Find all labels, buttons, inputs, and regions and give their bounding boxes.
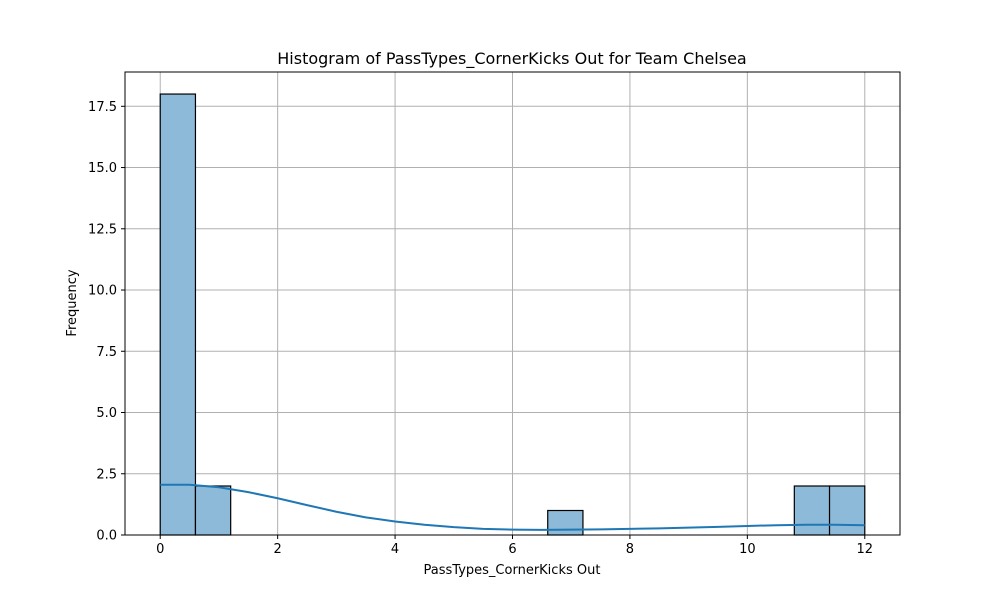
x-tick-label: 6 [508,542,516,557]
y-tick-label: 10.0 [88,284,117,299]
chart-title: Histogram of PassTypes_CornerKicks Out f… [277,49,746,69]
y-tick-label: 0.0 [96,529,117,544]
kde-curve [160,483,865,531]
histogram-bar [547,509,584,536]
histogram-bar [828,485,866,536]
x-axis-label: PassTypes_CornerKicks Out [424,563,601,578]
x-tick-label: 12 [856,542,873,557]
y-axis-label: Frequency [65,269,80,336]
x-tick-label: 0 [156,542,164,557]
y-tick-label: 15.0 [88,161,117,176]
y-tick-label: 2.5 [96,467,117,482]
histogram-bar [793,485,831,536]
y-tick-label: 17.5 [88,100,117,115]
histogram-bar [194,485,232,536]
x-tick-label: 2 [274,542,282,557]
y-tick-label: 12.5 [88,222,117,237]
x-tick-label: 8 [626,542,634,557]
y-tick-label: 7.5 [96,345,117,360]
y-tick-label: 5.0 [96,406,117,421]
histogram-bar [159,93,197,536]
y-axis-ticks: 0.0 2.5 5.0 7.5 10.0 12.5 15.0 17.5 [88,100,125,544]
x-axis-ticks: 0 2 4 6 8 10 12 [156,535,873,557]
x-tick-label: 10 [739,542,756,557]
x-tick-label: 4 [391,542,399,557]
histogram-bars [159,93,866,536]
